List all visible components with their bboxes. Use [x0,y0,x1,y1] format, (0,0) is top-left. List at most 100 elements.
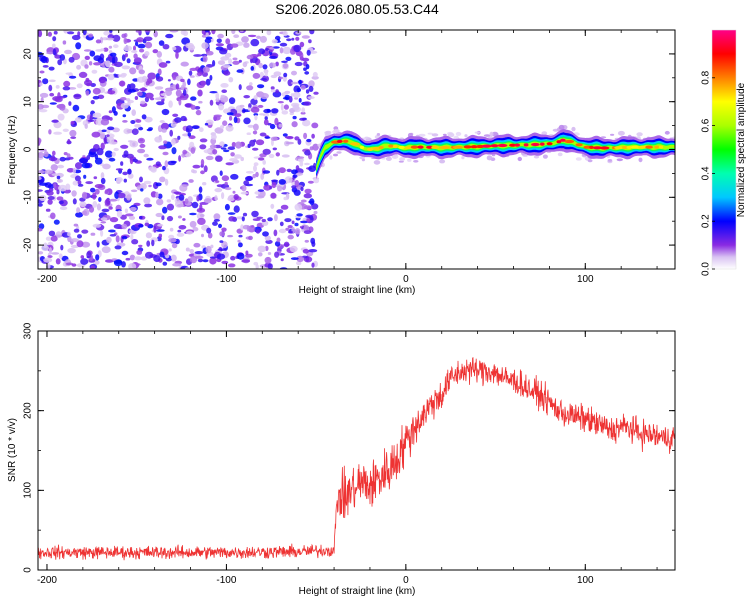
colorbar-tick-label: 0.8 [701,70,712,84]
noise-speckle [38,189,43,192]
noise-speckle [267,263,273,269]
noise-speckle [88,33,94,38]
noise-speckle [273,229,278,237]
noise-speckle [121,33,126,39]
noise-speckle [259,132,267,137]
noise-speckle [270,203,275,209]
noise-speckle [255,264,259,269]
noise-speckle [281,154,290,158]
noise-speckle [304,239,309,243]
noise-speckle [464,134,468,138]
noise-speckle [241,185,247,192]
signal-peak [523,143,529,147]
noise-speckle [38,109,48,113]
noise-speckle [94,184,104,189]
noise-speckle [252,218,261,221]
noise-speckle [233,194,239,200]
noise-speckle [250,38,260,47]
colorbar-gradient [712,30,736,269]
noise-speckle [234,113,242,118]
noise-speckle [249,139,256,147]
noise-speckle [187,78,191,86]
signal-peak [575,143,583,147]
noise-speckle [202,55,208,63]
noise-speckle [231,141,236,148]
noise-speckle [71,190,77,197]
noise-speckle [95,39,102,44]
noise-speckle [188,179,194,183]
noise-speckle [391,154,399,159]
noise-speckle [72,104,80,112]
signal-peak [367,147,374,151]
noise-speckle [100,48,105,52]
noise-speckle [185,42,194,49]
noise-speckle [187,196,193,203]
y-tick-label: 20 [23,48,34,60]
noise-speckle [113,44,119,49]
signal-peak [398,145,405,149]
noise-speckle [202,182,207,186]
noise-speckle [200,159,205,166]
noise-speckle [150,97,155,101]
noise-speckle [96,241,100,248]
noise-speckle [209,91,218,94]
noise-speckle [158,40,165,46]
noise-speckle [159,251,165,258]
noise-speckle [280,258,284,262]
noise-speckle [294,136,300,141]
noise-speckle [103,30,110,36]
noise-speckle [171,194,175,201]
noise-speckle [233,116,238,124]
noise-speckle [294,222,299,227]
noise-speckle [275,61,279,67]
noise-speckle [80,255,85,259]
noise-speckle [311,262,315,268]
colorbar-ticks: 0.0 0.2 0.4 0.6 0.8 [701,70,715,276]
noise-speckle [270,89,276,93]
noise-speckle [136,37,144,43]
noise-speckle [140,100,146,105]
noise-speckle [38,30,43,38]
noise-speckle [159,176,166,183]
noise-speckle [108,229,116,233]
noise-speckle [161,128,167,133]
noise-speckle [291,185,297,189]
noise-speckle [65,262,74,266]
noise-speckle [206,227,212,234]
noise-speckle [54,96,63,103]
noise-speckle [255,195,265,199]
signal-peak [431,145,440,149]
noise-speckle [78,158,88,164]
noise-speckle [134,256,142,261]
noise-speckle [217,33,224,39]
noise-speckle [232,60,240,65]
noise-speckle [173,191,182,195]
noise-speckle [281,60,288,63]
noise-speckle [189,212,197,216]
noise-speckle [137,148,146,154]
noise-speckle [240,156,244,162]
signal-peak [372,146,381,150]
noise-speckle [186,230,193,235]
noise-speckle-layer [38,30,675,269]
noise-speckle [128,215,136,220]
noise-speckle [209,144,217,149]
noise-speckle [232,57,238,61]
noise-speckle [299,41,305,48]
noise-speckle [170,254,177,262]
noise-speckle [229,115,233,121]
noise-speckle [197,72,203,77]
noise-speckle [277,185,283,192]
noise-speckle [100,142,105,150]
noise-speckle [162,151,169,156]
noise-speckle [333,153,338,157]
noise-speckle [121,54,126,62]
noise-speckle [175,51,179,59]
noise-speckle [185,128,190,133]
noise-speckle [131,50,138,53]
noise-speckle [121,250,129,256]
noise-speckle [50,235,58,242]
noise-speckle [80,258,89,265]
noise-speckle [194,106,201,110]
noise-speckle [282,63,289,69]
